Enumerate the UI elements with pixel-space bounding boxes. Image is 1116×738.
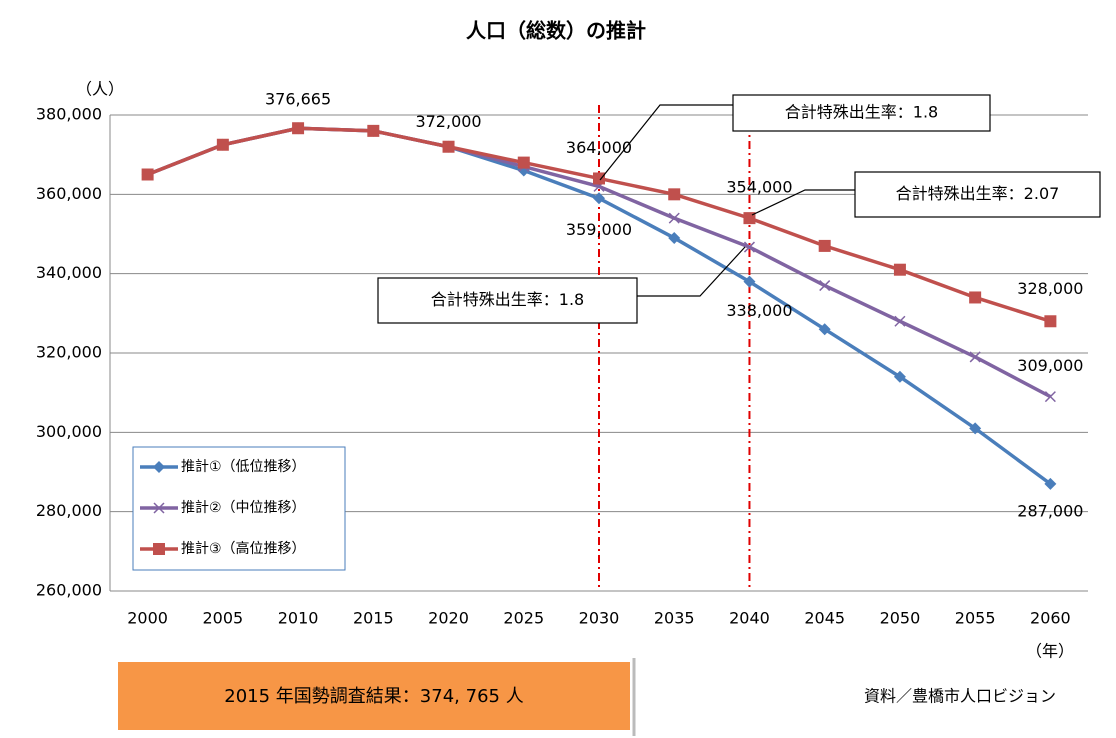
x-tick-label: 2015 xyxy=(353,609,394,628)
x-tick-label: 2000 xyxy=(127,609,168,628)
y-tick-label: 380,000 xyxy=(36,105,102,124)
marker xyxy=(1044,315,1057,328)
x-tick-label: 2025 xyxy=(503,609,544,628)
x-tick-label: 2030 xyxy=(579,609,620,628)
callout-box xyxy=(732,94,991,132)
marker xyxy=(141,168,154,181)
y-tick-label: 300,000 xyxy=(36,422,102,441)
x-tick-label: 2050 xyxy=(880,609,921,628)
marker xyxy=(292,122,305,135)
source-text: 資料／豊橋市人口ビジョン xyxy=(864,687,1056,706)
value-label: 359,000 xyxy=(566,220,632,239)
marker xyxy=(969,422,982,435)
marker xyxy=(893,263,906,276)
x-tick-label: 2020 xyxy=(428,609,469,628)
marker xyxy=(743,275,756,288)
marker xyxy=(1044,391,1056,403)
legend-label: 推計①（低位推移） xyxy=(181,459,306,475)
marker xyxy=(668,188,681,201)
marker xyxy=(668,231,681,244)
callout-box xyxy=(377,277,638,324)
marker xyxy=(893,370,906,383)
legend-label: 推計②（中位推移） xyxy=(181,500,306,516)
callout-text: 合計特殊出生率：1.8 xyxy=(431,290,584,309)
marker xyxy=(668,212,680,224)
callout-leader xyxy=(637,246,746,297)
value-label: 376,665 xyxy=(265,90,331,109)
marker xyxy=(153,543,165,555)
marker xyxy=(517,156,530,169)
x-unit: （年） xyxy=(1026,642,1074,661)
y-unit: （人） xyxy=(76,80,124,99)
callout-leader xyxy=(599,104,733,181)
callout-box xyxy=(854,171,1101,218)
value-label: 372,000 xyxy=(415,112,481,131)
x-tick-label: 2010 xyxy=(278,609,319,628)
value-label: 338,000 xyxy=(726,301,792,320)
marker xyxy=(367,124,380,137)
marker xyxy=(593,172,605,185)
y-tick-label: 260,000 xyxy=(36,581,102,600)
value-label: 287,000 xyxy=(1017,501,1083,520)
marker xyxy=(593,192,605,205)
value-label: 354,000 xyxy=(726,178,792,197)
chart-title: 人口（総数）の推計 xyxy=(466,19,646,43)
marker xyxy=(894,315,906,327)
marker xyxy=(818,239,831,252)
marker xyxy=(216,138,229,151)
value-label: 309,000 xyxy=(1017,356,1083,375)
census-box xyxy=(118,662,630,730)
value-label: 328,000 xyxy=(1017,279,1083,298)
x-tick-label: 2040 xyxy=(729,609,770,628)
y-tick-label: 320,000 xyxy=(36,343,102,362)
marker xyxy=(969,291,982,304)
y-tick-label: 280,000 xyxy=(36,501,102,520)
x-tick-label: 2055 xyxy=(955,609,996,628)
callout-text: 合計特殊出生率：1.8 xyxy=(785,103,938,122)
callout-text: 合計特殊出生率：2.07 xyxy=(896,184,1060,203)
marker xyxy=(969,351,981,363)
census-text: 2015 年国勢調査結果：374, 765 人 xyxy=(224,686,523,707)
y-tick-label: 340,000 xyxy=(36,263,102,282)
value-label: 364,000 xyxy=(566,138,632,157)
x-tick-label: 2045 xyxy=(804,609,845,628)
y-tick-label: 360,000 xyxy=(36,184,102,203)
x-tick-label: 2005 xyxy=(202,609,243,628)
marker xyxy=(819,280,831,292)
x-tick-label: 2060 xyxy=(1030,609,1071,628)
marker xyxy=(153,502,165,514)
marker xyxy=(1044,477,1057,490)
callout-leader xyxy=(751,189,855,216)
legend-label: 推計③（高位推移） xyxy=(181,540,306,557)
marker xyxy=(153,461,165,473)
marker xyxy=(743,241,755,253)
x-tick-label: 2035 xyxy=(654,609,695,628)
marker xyxy=(818,323,831,336)
marker xyxy=(442,140,455,153)
